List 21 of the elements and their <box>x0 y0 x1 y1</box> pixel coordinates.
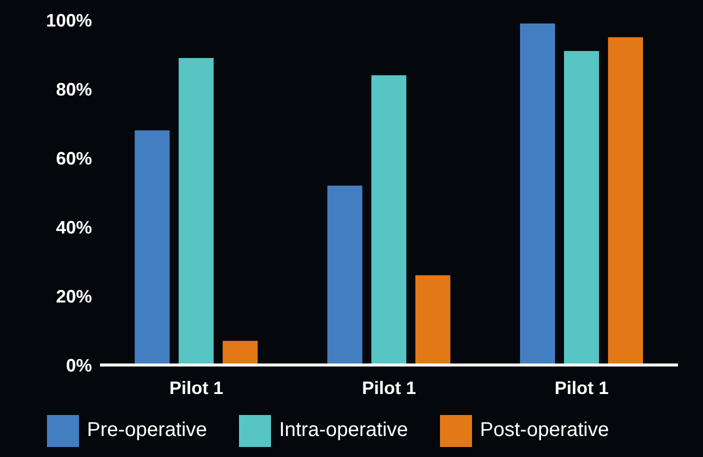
x-tick-label: Pilot 1 <box>362 378 416 398</box>
bar <box>608 37 644 365</box>
y-tick-label: 80% <box>56 79 92 100</box>
bar <box>371 75 406 365</box>
y-tick-label: 0% <box>66 355 92 376</box>
bar <box>564 51 600 365</box>
bar <box>178 58 214 365</box>
y-tick-label: 40% <box>56 217 92 238</box>
bar <box>222 340 258 365</box>
bar <box>327 186 362 365</box>
y-tick-label: 100% <box>46 10 92 30</box>
bar <box>134 130 170 365</box>
bar <box>520 23 556 365</box>
bar <box>415 275 450 365</box>
x-tick-label: Pilot 1 <box>554 378 609 398</box>
y-tick-label: 20% <box>56 286 92 306</box>
legend-label: Post-operative <box>480 419 609 442</box>
y-tick-label: 60% <box>56 148 92 168</box>
legend-label: Pre-operative <box>87 419 208 442</box>
legend-label: Intra-operative <box>279 419 408 442</box>
x-tick-label: Pilot 1 <box>169 378 224 398</box>
